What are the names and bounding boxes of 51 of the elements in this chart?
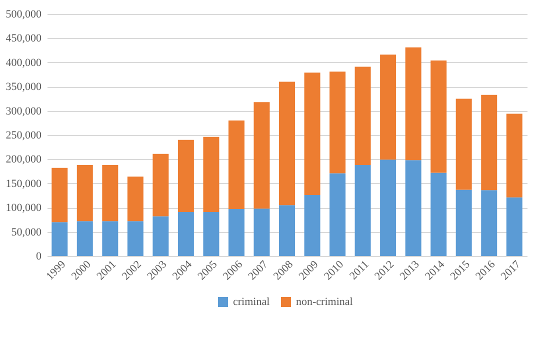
bar bbox=[304, 72, 320, 196]
bar bbox=[481, 94, 498, 190]
bar bbox=[330, 72, 346, 174]
bar bbox=[127, 176, 144, 222]
bar bbox=[330, 173, 346, 256]
y-tick-label: 450,000 bbox=[6, 32, 42, 45]
bar bbox=[76, 221, 93, 256]
bar bbox=[279, 82, 295, 206]
bar bbox=[203, 212, 220, 256]
y-tick-label: 500,000 bbox=[6, 8, 42, 20]
y-tick-label: 150,000 bbox=[6, 178, 42, 190]
bar bbox=[152, 216, 169, 256]
bar bbox=[52, 168, 68, 222]
bar bbox=[430, 172, 447, 256]
bar bbox=[380, 160, 396, 256]
bar bbox=[354, 165, 371, 256]
bar bbox=[354, 66, 371, 166]
y-tick-label: 350,000 bbox=[6, 81, 42, 94]
y-tick-label: 100,000 bbox=[6, 202, 42, 214]
bar bbox=[254, 208, 270, 256]
y-tick-label: 50,000 bbox=[11, 226, 42, 238]
bar bbox=[152, 154, 169, 216]
y-tick-label: 200,000 bbox=[6, 154, 42, 166]
bar bbox=[203, 136, 220, 212]
y-tick-label: 300,000 bbox=[6, 105, 42, 118]
bar bbox=[76, 165, 93, 222]
bar bbox=[405, 47, 422, 160]
bar bbox=[102, 221, 118, 256]
bar bbox=[481, 190, 498, 256]
y-tick-label: 250,000 bbox=[6, 130, 42, 142]
bar bbox=[254, 102, 270, 209]
bar bbox=[506, 197, 522, 256]
bar bbox=[304, 195, 320, 256]
y-tick-label: 0 bbox=[36, 250, 42, 262]
bar bbox=[52, 222, 68, 256]
bar bbox=[456, 98, 472, 190]
bar bbox=[178, 140, 194, 212]
bar bbox=[127, 221, 144, 256]
bar bbox=[178, 212, 194, 256]
y-tick-label: 400,000 bbox=[6, 56, 42, 69]
bar bbox=[102, 165, 118, 222]
bar bbox=[380, 54, 396, 160]
legend-label: non-criminal bbox=[296, 296, 353, 308]
bar bbox=[456, 190, 472, 256]
legend-label: criminal bbox=[233, 296, 270, 308]
bar bbox=[228, 209, 244, 256]
bar bbox=[430, 60, 447, 173]
bar bbox=[506, 114, 522, 198]
bar bbox=[228, 120, 244, 210]
bar bbox=[405, 160, 422, 256]
bar bbox=[279, 205, 295, 256]
